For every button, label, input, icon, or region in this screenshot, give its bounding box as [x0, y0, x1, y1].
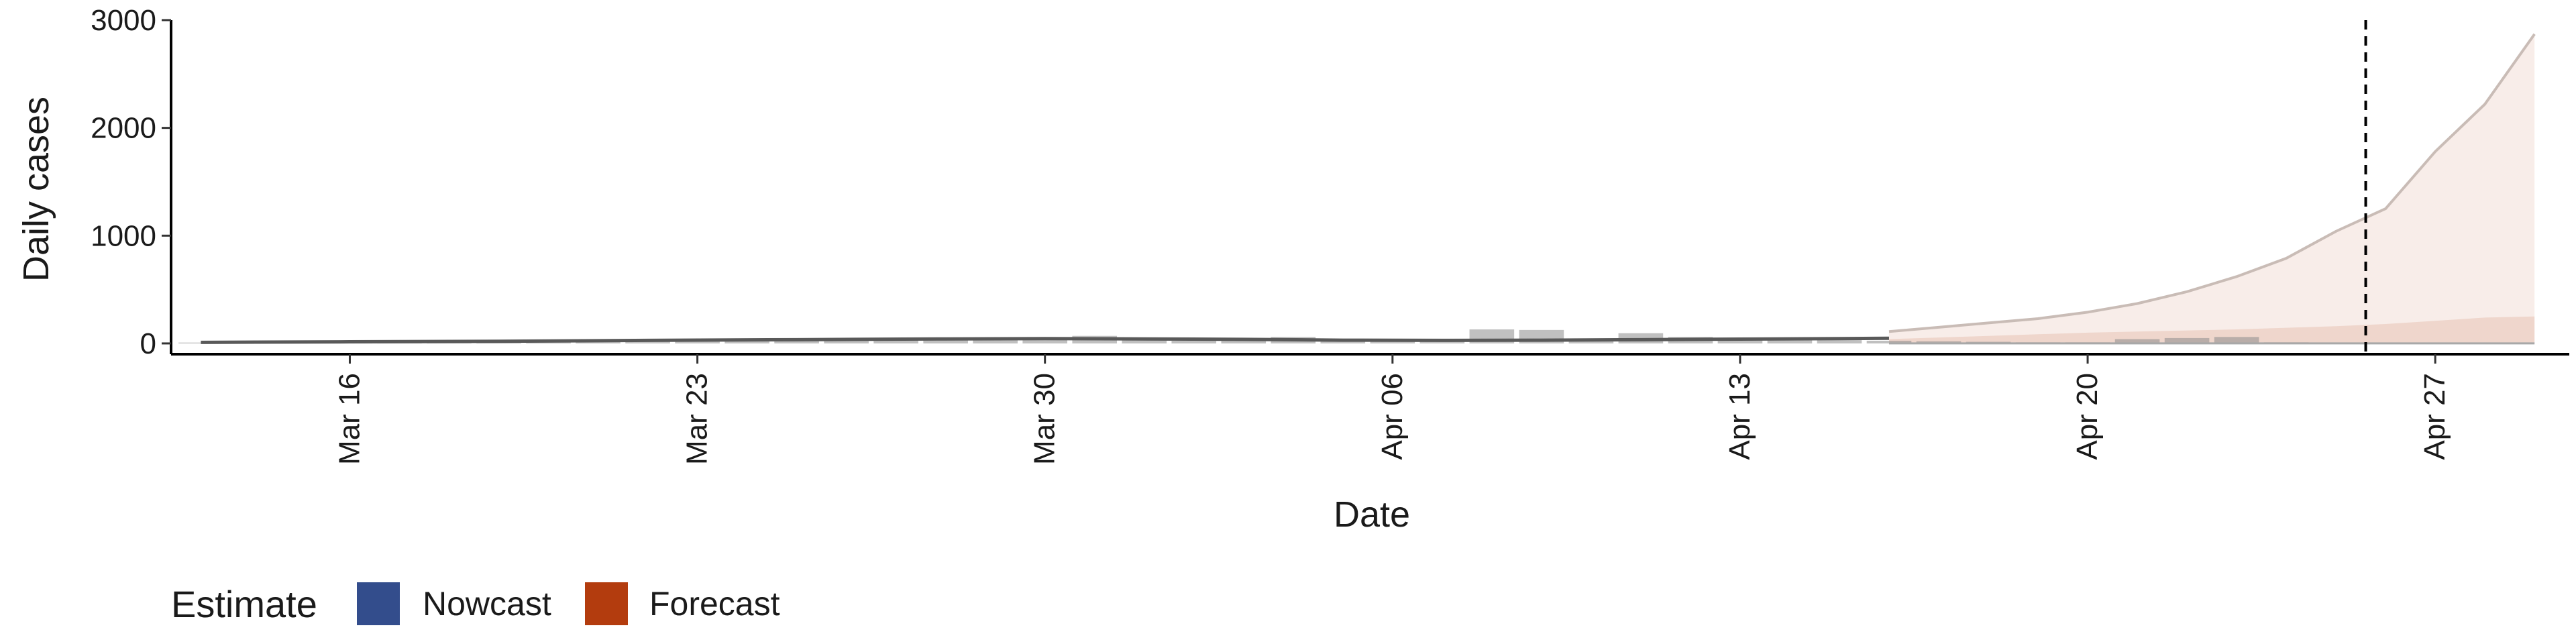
- forecast-inner-band: [1888, 316, 2535, 343]
- forecast-bands: [1888, 34, 2535, 343]
- bar-day-45: [1767, 339, 1813, 343]
- bar-day-27: [873, 340, 918, 343]
- y-tick-label-2000: 2000: [91, 112, 156, 145]
- bar-day-34: [1221, 339, 1267, 343]
- legend-swatch-nowcast: [357, 582, 400, 625]
- x-axis-title: Date: [1334, 494, 1410, 535]
- x-tick-label-apr-27: Apr 27: [2418, 373, 2451, 460]
- y-tick-label-1000: 1000: [91, 219, 156, 252]
- bar-day-48: [1916, 341, 1962, 343]
- y-axis-title: Daily cases: [16, 97, 56, 282]
- bar-day-46: [1817, 340, 1862, 343]
- legend-title: Estimate: [171, 583, 317, 625]
- bar-day-53: [2164, 337, 2210, 343]
- x-tick-label-mar-16: Mar 16: [333, 373, 366, 465]
- bar-day-54: [2214, 337, 2259, 343]
- x-tick-label-mar-30: Mar 30: [1028, 373, 1061, 465]
- bar-day-37: [1370, 341, 1415, 343]
- x-tick-label-apr-06: Apr 06: [1376, 373, 1409, 460]
- bar-day-29: [973, 340, 1018, 343]
- bar-day-47: [1866, 340, 1912, 343]
- legend-label-nowcast: Nowcast: [423, 585, 551, 623]
- x-tick-label-apr-13: Apr 13: [1723, 373, 1756, 460]
- bar-day-52: [2114, 339, 2160, 343]
- legend: Estimate Nowcast Forecast: [171, 582, 780, 625]
- bar-day-26: [824, 340, 869, 343]
- tick-labels: 0 1000 2000 3000 Mar 16 Mar 23 Mar 30 Apr 06 Apr…: [91, 4, 2451, 465]
- bar-day-28: [923, 339, 968, 343]
- legend-label-forecast: Forecast: [649, 585, 780, 623]
- bar-day-32: [1122, 339, 1167, 343]
- bar-day-44: [1717, 339, 1763, 343]
- x-tick-label-mar-23: Mar 23: [681, 373, 714, 465]
- forecast-outer-band: [1888, 34, 2535, 343]
- estimate-lines: [201, 20, 2536, 354]
- x-tick-label-apr-20: Apr 20: [2071, 373, 2104, 460]
- axes: [162, 19, 2569, 364]
- bar-day-25: [774, 340, 819, 343]
- forecast-upper-line: [1888, 33, 2536, 333]
- y-tick-label-3000: 3000: [91, 4, 156, 37]
- y-tick-label-0: 0: [140, 327, 156, 360]
- bar-day-30: [1022, 338, 1067, 343]
- legend-swatch-forecast: [585, 582, 628, 625]
- nowcast-median-line: [201, 336, 1889, 344]
- bar-day-33: [1171, 340, 1217, 343]
